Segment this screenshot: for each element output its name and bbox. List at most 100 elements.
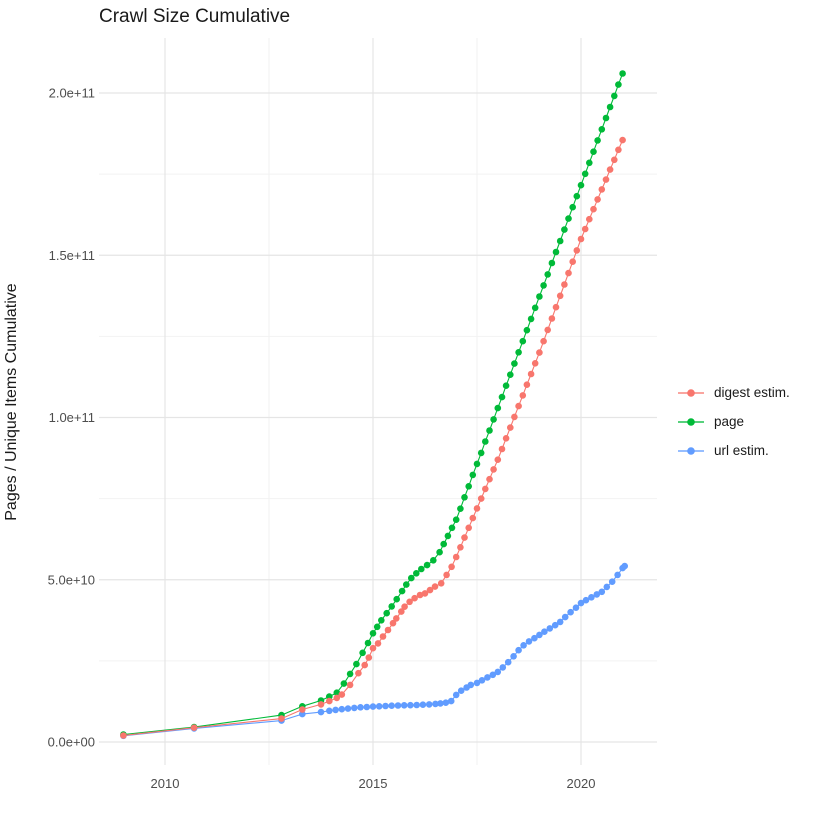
data-point xyxy=(432,700,439,708)
data-point xyxy=(413,701,421,709)
data-point xyxy=(411,594,418,602)
data-point xyxy=(498,445,506,453)
data-point xyxy=(552,303,560,311)
data-point xyxy=(510,653,517,660)
data-point xyxy=(606,166,614,173)
data-point xyxy=(365,654,373,661)
data-point xyxy=(353,660,360,668)
data-point xyxy=(332,706,339,714)
data-point xyxy=(369,703,377,710)
data-point xyxy=(388,603,396,610)
data-point xyxy=(120,732,127,739)
data-point xyxy=(611,156,618,164)
series-line-digest-estim- xyxy=(123,139,624,737)
data-point xyxy=(355,669,362,677)
data-point xyxy=(515,646,522,654)
data-point xyxy=(430,557,437,564)
data-point xyxy=(452,691,460,699)
data-point xyxy=(586,159,593,167)
data-point xyxy=(473,679,481,687)
x-tick-label: 2020 xyxy=(567,776,596,791)
data-point xyxy=(437,580,445,587)
data-point xyxy=(419,701,427,708)
x-tick-label: 2015 xyxy=(359,776,388,791)
data-point xyxy=(486,475,493,483)
data-point xyxy=(413,570,420,577)
data-point xyxy=(361,661,369,669)
data-point xyxy=(548,315,556,322)
data-point xyxy=(611,92,618,100)
data-point xyxy=(615,81,622,88)
data-point xyxy=(442,699,450,706)
legend-key-icon xyxy=(678,446,704,455)
data-point xyxy=(536,349,543,356)
data-point xyxy=(443,571,450,579)
data-point xyxy=(504,658,512,666)
data-point xyxy=(447,697,455,705)
data-point xyxy=(590,148,597,155)
data-point xyxy=(448,524,456,532)
legend-label: page xyxy=(714,414,745,429)
data-point xyxy=(457,687,465,694)
data-point xyxy=(351,704,358,712)
data-point xyxy=(536,293,543,300)
data-point xyxy=(598,186,606,193)
data-point xyxy=(340,680,348,687)
data-point xyxy=(363,703,371,711)
legend-item: url estim. xyxy=(676,436,790,465)
data-point xyxy=(444,532,452,540)
data-point xyxy=(398,587,406,595)
data-point xyxy=(577,599,585,607)
data-point xyxy=(373,623,381,631)
data-point xyxy=(586,215,593,223)
legend-label: url estim. xyxy=(714,443,769,458)
data-point xyxy=(482,438,489,445)
data-point xyxy=(581,170,589,178)
data-point xyxy=(573,192,581,200)
data-point xyxy=(527,370,535,378)
data-point xyxy=(369,630,377,637)
legend-key-point xyxy=(687,446,695,455)
data-point xyxy=(190,724,198,731)
data-point xyxy=(540,337,547,345)
data-point xyxy=(425,701,433,708)
data-point xyxy=(426,586,434,594)
y-tick-label: 1.5e+11 xyxy=(49,248,95,263)
data-point xyxy=(556,237,564,245)
data-point xyxy=(416,591,424,599)
legend-item: digest estim. xyxy=(676,378,790,407)
data-point xyxy=(561,226,568,233)
data-point xyxy=(544,326,551,334)
data-point xyxy=(602,176,610,183)
data-point xyxy=(614,571,621,579)
data-point xyxy=(393,615,400,622)
data-point xyxy=(338,691,346,698)
legend-key-point xyxy=(687,388,695,397)
y-tick-label: 0.0e+00 xyxy=(48,735,95,750)
data-point xyxy=(357,704,364,711)
data-point xyxy=(531,304,539,312)
legend-key-point xyxy=(687,417,695,426)
y-axis-title: Pages / Unique Items Cumulative xyxy=(3,283,20,521)
data-point xyxy=(552,248,560,256)
data-point xyxy=(593,591,601,598)
data-point xyxy=(278,715,285,722)
data-point xyxy=(448,563,455,571)
data-point xyxy=(520,642,527,649)
data-point xyxy=(615,146,622,154)
data-point xyxy=(326,697,333,705)
data-point xyxy=(406,598,413,606)
data-point xyxy=(400,702,408,709)
data-point xyxy=(602,114,610,122)
data-point xyxy=(577,181,585,189)
data-point xyxy=(484,674,491,681)
data-point xyxy=(594,137,601,144)
data-point xyxy=(461,534,468,541)
data-point xyxy=(394,702,402,709)
data-point xyxy=(511,413,518,421)
data-point xyxy=(572,604,580,611)
data-point xyxy=(478,677,486,684)
data-point xyxy=(389,619,397,627)
data-point xyxy=(515,349,522,356)
data-point xyxy=(317,708,325,716)
